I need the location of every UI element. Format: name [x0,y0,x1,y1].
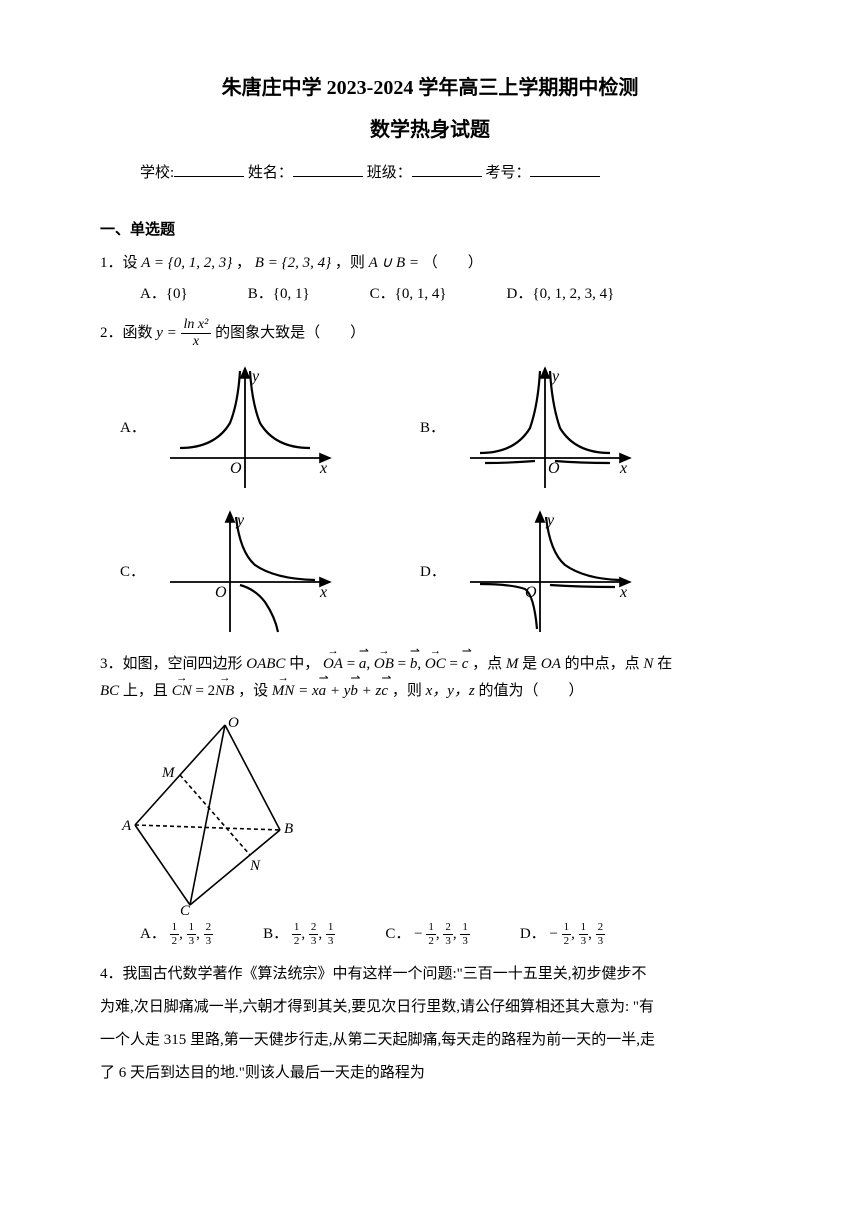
q1-mid1: ， [236,255,251,271]
q3-s6: 在 [657,656,672,672]
q1-opt-d[interactable]: D．{0, 1, 2, 3, 4} [507,281,615,308]
title-sub: 数学热身试题 [100,112,760,148]
q1-opt-c[interactable]: C．{0, 1, 4} [370,281,447,308]
q3-OA: OA [541,656,561,672]
q1-blank: （ ） [423,255,483,271]
q2-label-c[interactable]: C． [120,559,160,586]
q3-opt-a[interactable]: A． 12, 13, 23 [140,921,213,948]
blank-class[interactable] [412,161,482,177]
q4-l3: 一个人走 315 里路,第一天健步行走,从第二天起脚痛,每天走的路程为前一天的一… [100,1024,760,1057]
q4-l4: 了 6 天后到达目的地."则该人最后一天走的路程为 [100,1057,760,1090]
svg-text:x: x [619,584,627,601]
q3-s4: 是 [522,656,541,672]
label-examno: 考号： [485,165,530,181]
q2-label-d[interactable]: D． [420,559,460,586]
student-info-line: 学校: 姓名： 班级： 考号： [140,160,760,187]
q2-row-cd: C． y x O D． y x O [120,507,760,637]
q3-l2b: 上，且 [123,683,172,699]
q3-BC: BC [100,683,119,699]
q1-setA: A = {0, 1, 2, 3} [141,255,232,271]
q2-row-ab: A． y x O B． y x O [120,363,760,493]
q2-frac-num: ln x² [181,318,212,334]
q2-graph-d: y x O [460,507,640,637]
svg-text:O: O [548,460,560,477]
svg-text:A: A [121,818,132,834]
q2-post: 的图象大致是（ ） [215,325,365,341]
q3-figure: O A B C M N [120,715,310,915]
q2-yeq: y = [156,325,180,341]
svg-text:x: x [319,460,327,477]
q2-graph-a: y x O [160,363,340,493]
question-2: 2．函数 y = ln x² x 的图象大致是（ ） A． y x O B． [100,318,760,637]
q3-opt-d[interactable]: D． − 12, 13, 23 [520,921,605,948]
q3-l2e: 的值为（ ） [478,683,583,699]
q3-l2d: ，则 [392,683,426,699]
q3-opt-b[interactable]: B． 12, 23, 13 [263,921,335,948]
svg-text:x: x [319,584,327,601]
q2-pre: 2．函数 [100,325,156,341]
q2-label-a[interactable]: A． [120,415,160,442]
q3-l2c: ，设 [238,683,272,699]
q3-options: A． 12, 13, 23 B． 12, 23, 13 C． − 12, 23,… [140,921,760,948]
q3-opt-c[interactable]: C． − 12, 23, 13 [385,921,469,948]
label-class: 班级： [367,165,412,181]
q3-s3: ，点 [472,656,506,672]
question-1: 1．设 A = {0, 1, 2, 3} ， B = {2, 3, 4} ，则 … [100,250,760,308]
q4-l1: 4．我国古代数学著作《算法统宗》中有这样一个问题:"三百一十五里关,初步健步不 [100,958,760,991]
question-4: 4．我国古代数学著作《算法统宗》中有这样一个问题:"三百一十五里关,初步健步不 … [100,958,760,1090]
svg-text:O: O [228,715,239,731]
q1-setB: B = {2, 3, 4} [255,255,331,271]
label-school: 学校: [140,165,174,181]
svg-text:x: x [619,460,627,477]
q2-fraction: ln x² x [181,318,212,349]
svg-text:C: C [180,903,191,915]
q1-union: A ∪ B = [369,255,419,271]
q3-N: N [643,656,653,672]
q2-label-b[interactable]: B． [420,415,460,442]
q4-l2: 为难,次日脚痛减一半,六朝才得到其关,要见次日行里数,请公仔细算相还其大意为: … [100,991,760,1024]
question-3: 3．如图，空间四边形 OABC 中， OA = a, OB = b, OC = … [100,651,760,948]
title-main: 朱唐庄中学 2023-2024 学年高三上学期期中检测 [100,70,760,106]
blank-name[interactable] [293,161,363,177]
q1-opt-a[interactable]: A．{0} [140,281,188,308]
svg-text:B: B [284,821,293,837]
blank-examno[interactable] [530,161,600,177]
svg-text:N: N [249,858,261,874]
section-1-head: 一、单选题 [100,217,760,244]
q2-graph-c: y x O [160,507,340,637]
label-name: 姓名： [248,165,293,181]
q3-xyz: x，y，z [426,683,475,699]
q2-graph-b: y x O [460,363,640,493]
q1-pre: 1．设 [100,255,141,271]
q1-options: A．{0} B．{0, 1} C．{0, 1, 4} D．{0, 1, 2, 3… [140,281,760,308]
svg-text:O: O [215,584,227,601]
q3-M: M [506,656,519,672]
blank-school[interactable] [174,161,244,177]
q1-opt-b[interactable]: B．{0, 1} [248,281,310,308]
svg-text:O: O [230,460,242,477]
q1-mid2: ，则 [335,255,369,271]
q3-s5: 的中点，点 [565,656,644,672]
q2-frac-den: x [181,334,212,349]
svg-text:M: M [161,765,176,781]
